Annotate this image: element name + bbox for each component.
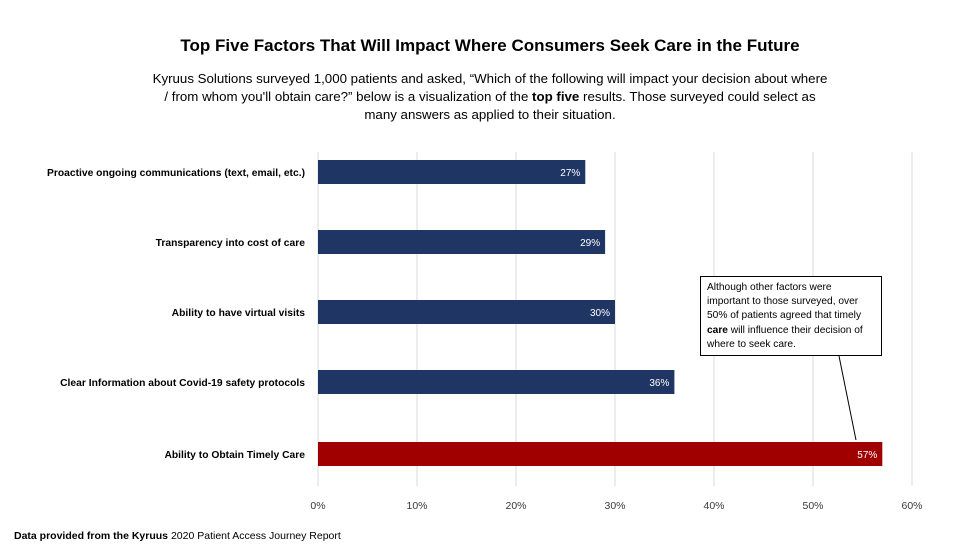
footnote-text: 2020 Patient Access Journey Report xyxy=(168,530,341,542)
chart-title: Top Five Factors That Will Impact Where … xyxy=(180,36,800,55)
bars: 27% 29% 30% 36% 57% xyxy=(318,160,883,466)
callout-text-start: Although other factors were important to… xyxy=(707,282,862,322)
bar-data-label: 29% xyxy=(580,238,600,249)
bar-data-label: 57% xyxy=(857,450,877,461)
x-tick-label: 0% xyxy=(310,500,325,512)
subtitle-text-end: results. Those surveyed could select as … xyxy=(364,89,816,122)
callout-box: Although other factors were important to… xyxy=(700,276,882,356)
category-label: Proactive ongoing communications (text, … xyxy=(47,168,305,179)
callout-text-end: will influence their decision of where t… xyxy=(707,324,863,350)
bar xyxy=(318,442,883,466)
category-label: Ability to Obtain Timely Care xyxy=(164,450,305,461)
bar-data-label: 36% xyxy=(649,378,669,389)
x-tick-label: 30% xyxy=(604,500,625,512)
footnote: Data provided from the Kyruus 2020 Patie… xyxy=(14,530,341,542)
x-tick-label: 60% xyxy=(901,500,922,512)
category-labels: Proactive ongoing communications (text, … xyxy=(47,168,305,461)
category-label: Transparency into cost of care xyxy=(156,238,306,249)
bar-data-label: 30% xyxy=(590,308,610,319)
footnote-bold-text: Data provided from the Kyruus xyxy=(14,530,169,542)
callout-bold-text: care xyxy=(707,324,728,336)
subtitle-text-start: Kyruus Solutions surveyed 1,000 patients… xyxy=(152,71,828,104)
chart-subtitle: Kyruus Solutions surveyed 1,000 patients… xyxy=(150,70,830,124)
bar xyxy=(318,230,606,254)
x-tick-label: 40% xyxy=(703,500,724,512)
bar xyxy=(318,300,615,324)
x-axis-tick-labels: 0% 10% 20% 30% 40% 50% 60% xyxy=(310,500,922,512)
callout-pointer-line xyxy=(838,355,857,441)
category-label: Clear Information about Covid-19 safety … xyxy=(60,378,305,389)
bar-data-label: 27% xyxy=(560,168,580,179)
category-label: Ability to have virtual visits xyxy=(172,308,306,319)
bar xyxy=(318,160,586,184)
bar xyxy=(318,370,675,394)
x-tick-label: 20% xyxy=(505,500,526,512)
x-tick-label: 10% xyxy=(406,500,427,512)
subtitle-bold-text: top five xyxy=(532,89,580,104)
x-tick-label: 50% xyxy=(802,500,823,512)
